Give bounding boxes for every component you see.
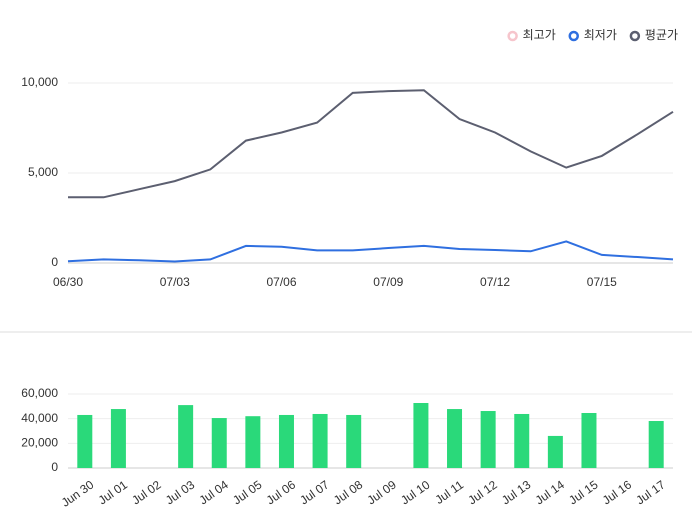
x-tick-label: Jul 03 <box>163 477 198 507</box>
x-tick-label: Jul 12 <box>465 477 500 507</box>
y-tick-label: 10,000 <box>21 75 58 89</box>
x-tick-label: Jul 16 <box>600 477 635 507</box>
bar <box>245 416 261 468</box>
line <box>67 240 674 263</box>
bar <box>480 411 496 468</box>
x-tick-label: Jul 02 <box>129 477 164 507</box>
x-tick-label: Jul 08 <box>331 477 366 507</box>
legend-icon <box>568 30 579 42</box>
x-tick-label: Jul 14 <box>533 477 568 507</box>
x-tick-label: Jul 15 <box>566 477 601 507</box>
x-tick-label: Jul 09 <box>365 477 400 507</box>
bar <box>312 413 328 468</box>
x-tick-label: Jul 10 <box>398 477 433 507</box>
legend-label: 최고가 <box>523 28 556 42</box>
legend-icon <box>629 30 641 42</box>
bar <box>110 409 126 468</box>
x-tick-label: Jul 06 <box>264 477 299 507</box>
bar <box>581 412 597 468</box>
y-tick-label: 40,000 <box>21 411 58 425</box>
x-tick-label: Jul 07 <box>297 477 332 507</box>
x-tick-label: 07/09 <box>373 275 403 289</box>
x-tick-label: 07/03 <box>160 275 190 289</box>
x-tick-label: 07/12 <box>480 275 510 289</box>
y-tick-label: 0 <box>51 255 58 269</box>
line <box>68 89 674 199</box>
y-tick-label: 20,000 <box>21 436 58 450</box>
legend-label: 평균가 <box>645 28 678 42</box>
y-tick-label: 60,000 <box>21 386 58 400</box>
x-tick-label: Jun 30 <box>59 477 97 509</box>
x-tick-label: Jul 11 <box>433 477 467 507</box>
bar <box>278 414 294 468</box>
legend-icon <box>507 30 518 42</box>
bar <box>77 414 93 468</box>
bar <box>178 405 194 468</box>
bar <box>547 435 563 468</box>
bar <box>514 413 530 468</box>
x-tick-label: 07/06 <box>267 275 297 289</box>
bar <box>447 409 463 468</box>
y-tick-label: 5,000 <box>28 165 58 179</box>
legend-label: 최저가 <box>584 28 617 42</box>
x-tick-label: Jul 05 <box>230 477 265 507</box>
x-tick-label: Jul 13 <box>499 477 534 507</box>
bar <box>648 421 664 468</box>
y-tick-label: 0 <box>51 460 58 474</box>
x-tick-label: 07/15 <box>587 275 617 289</box>
bar <box>211 418 227 468</box>
x-tick-label: 06/30 <box>53 275 83 289</box>
x-tick-label: Jul 01 <box>96 477 131 507</box>
x-tick-label: Jul 17 <box>633 477 668 507</box>
bar <box>346 414 362 468</box>
x-tick-label: Jul 04 <box>197 477 232 507</box>
bar <box>413 403 429 468</box>
